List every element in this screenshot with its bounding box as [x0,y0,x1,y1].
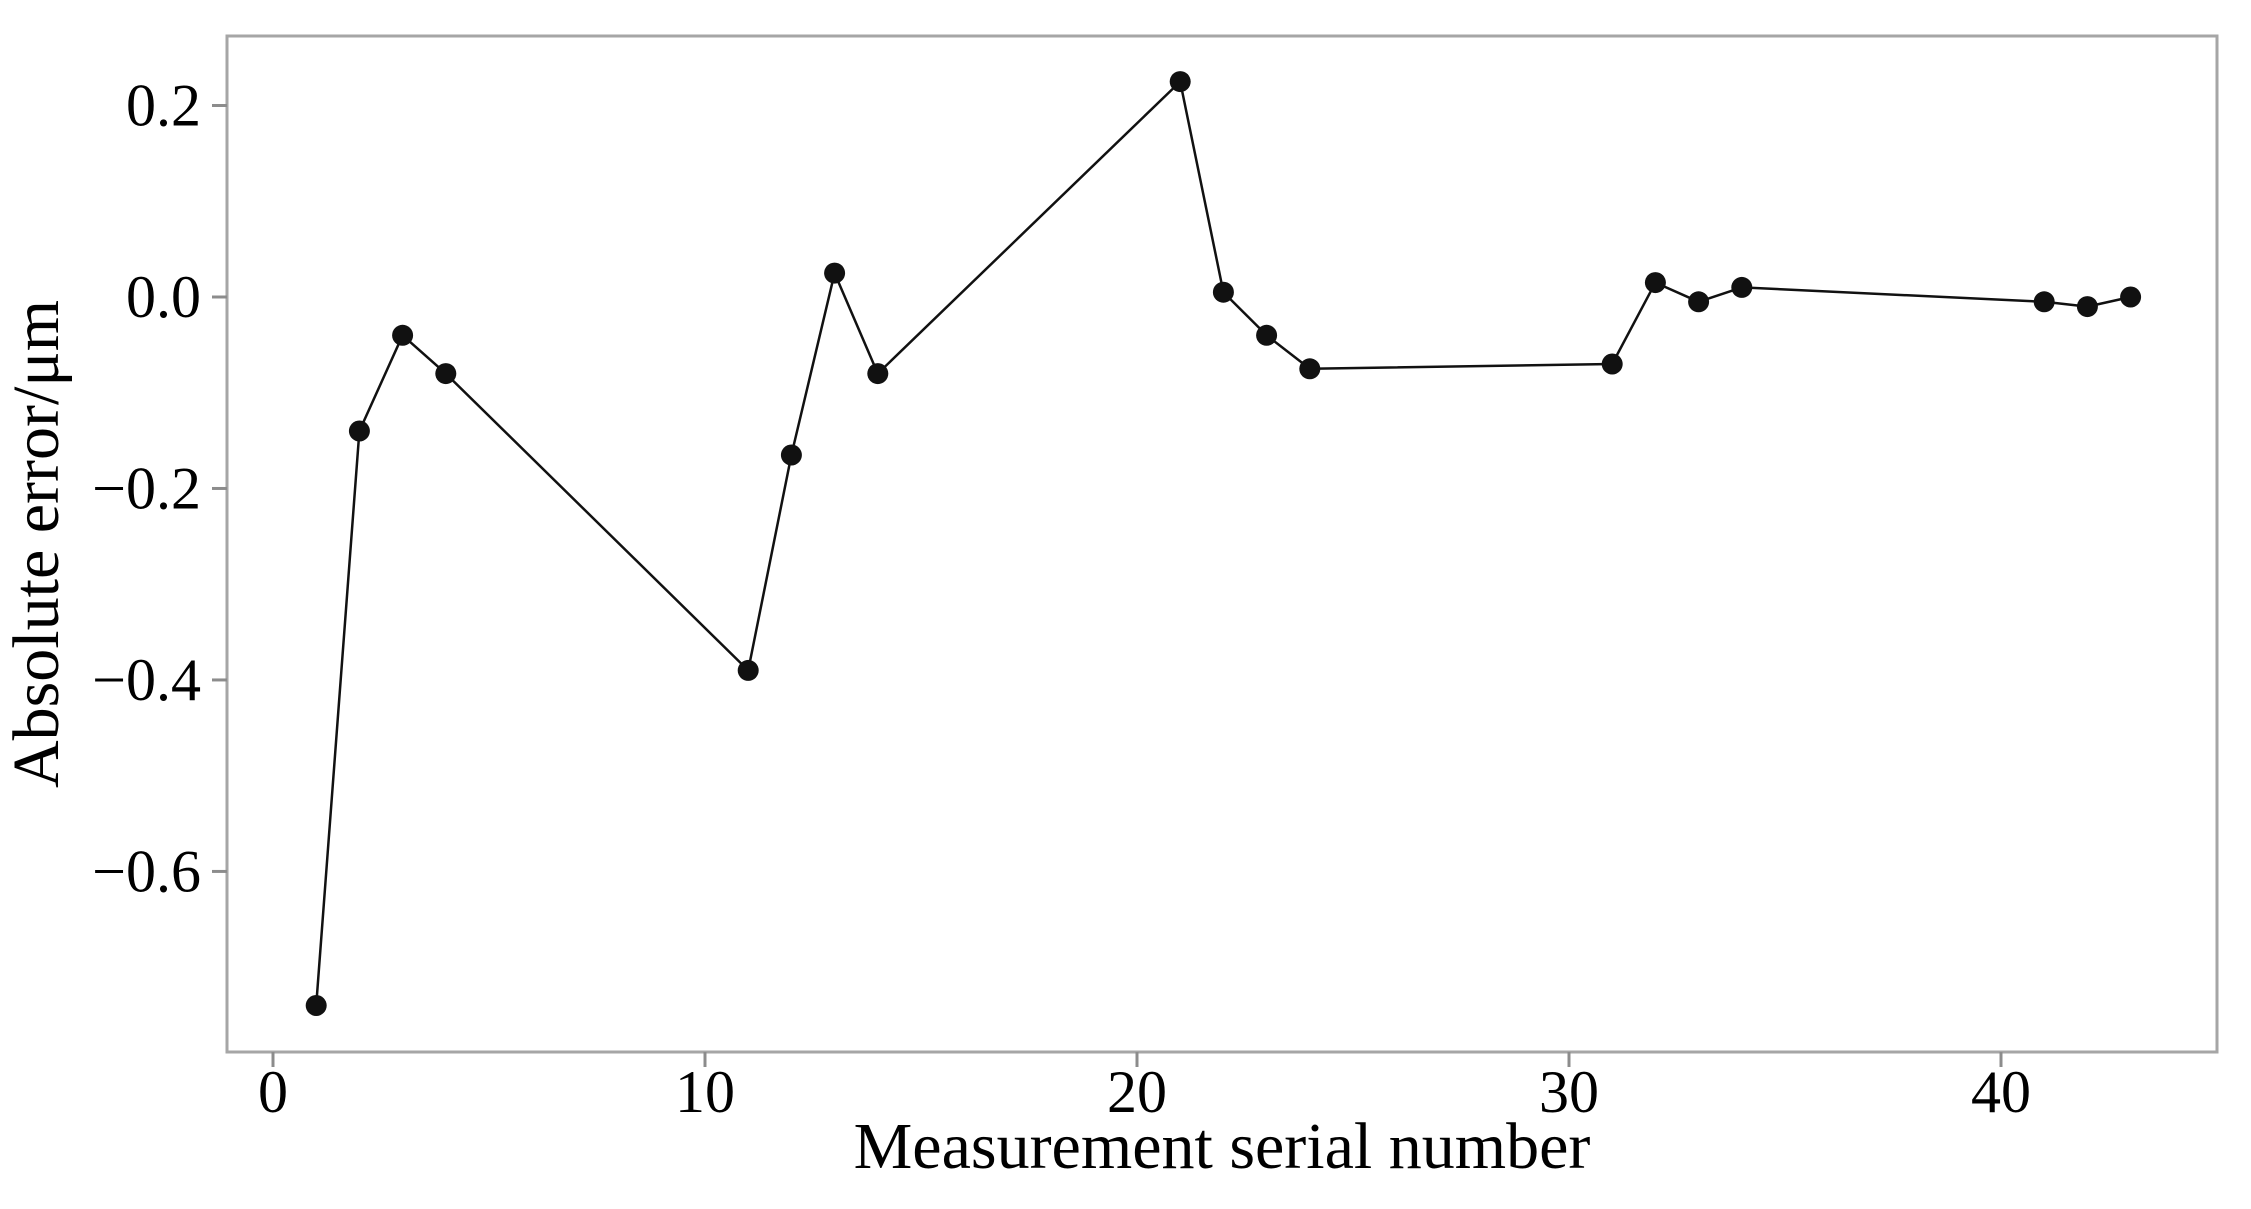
data-point-marker [2033,291,2055,313]
x-tick-label: 30 [1539,1059,1599,1125]
data-point-marker [2120,286,2142,308]
data-point-marker [392,324,414,346]
x-axis-tick-labels: 0 10 20 30 40 [258,1059,2031,1125]
series-line [314,80,2131,1006]
y-tick-label: −0.4 [92,647,201,713]
data-point-marker [867,363,889,385]
y-axis-tick-labels: 0.2 0.0 −0.2 −0.4 −0.6 [92,73,201,905]
data-point-marker [1169,71,1191,93]
x-tick-label: 0 [258,1059,288,1125]
x-axis-ticks [271,1052,2003,1067]
x-axis-title: Measurement serial number [854,1110,1591,1183]
y-tick-label: −0.2 [92,455,201,521]
data-point-marker [1212,281,1234,303]
data-point-marker [1688,291,1710,313]
y-tick-label: −0.6 [92,838,201,904]
data-point-marker [737,659,759,681]
data-point-marker [305,995,327,1016]
x-tick-label: 10 [675,1059,735,1125]
data-point-marker [824,262,846,284]
data-point-marker [1731,276,1753,298]
data-point-marker [1256,324,1278,346]
y-axis-ticks [212,104,227,873]
data-point-marker [348,420,370,442]
y-tick-label: 0.0 [126,264,201,330]
y-axis-title: Absolute error/μm [0,300,73,788]
data-point-marker [435,363,457,385]
data-point-marker [1299,358,1321,380]
data-point-marker [1644,272,1666,294]
x-tick-label: 40 [1971,1059,2031,1125]
plot-frame [225,34,2219,1054]
data-series [305,71,2142,1016]
data-point-marker [780,444,802,466]
data-point-marker [2076,296,2098,318]
data-point-marker [1601,353,1623,375]
y-tick-label: 0.2 [126,73,201,139]
x-tick-label: 20 [1107,1059,1167,1125]
